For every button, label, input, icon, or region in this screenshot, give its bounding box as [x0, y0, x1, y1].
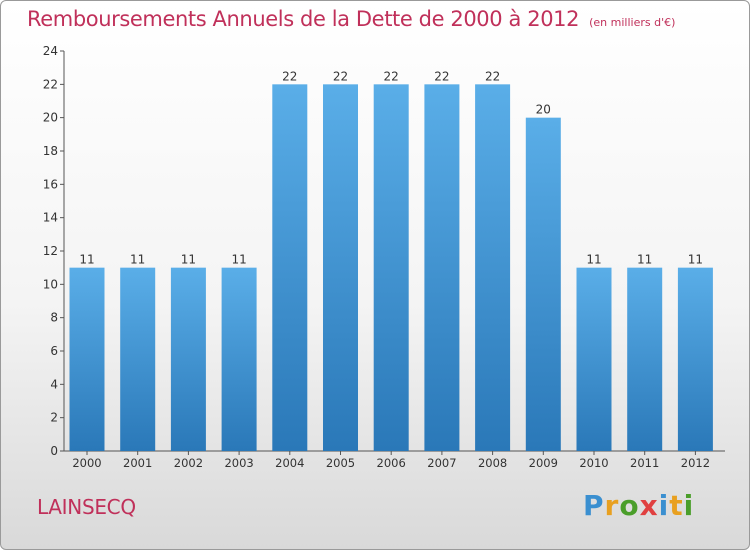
y-tick-label: 24	[43, 44, 58, 58]
bar-value-label: 11	[181, 253, 196, 267]
bar-2012	[677, 267, 713, 451]
y-tick-label: 16	[43, 177, 58, 191]
bar-2004	[272, 84, 308, 451]
bar-value-label: 11	[231, 253, 246, 267]
x-tick-label: 2009	[529, 456, 558, 470]
x-tick-label: 2000	[72, 456, 101, 470]
y-tick-label: 6	[50, 344, 58, 358]
bar-value-label: 11	[79, 253, 94, 267]
bar-2006	[373, 84, 409, 451]
bar-value-label: 22	[384, 69, 399, 83]
y-tick-label: 8	[50, 311, 58, 325]
y-tick-label: 0	[50, 444, 58, 458]
x-tick-label: 2001	[123, 456, 152, 470]
commune-name: LAINSECQ	[37, 495, 136, 519]
x-tick-label: 2011	[630, 456, 659, 470]
x-tick-label: 2010	[579, 456, 608, 470]
bar-value-label: 22	[282, 69, 297, 83]
x-tick-label: 2008	[478, 456, 507, 470]
chart-unit-note: (en milliers d'€)	[589, 16, 676, 29]
bar-2011	[627, 267, 663, 451]
bar-2002	[170, 267, 206, 451]
bar-value-label: 11	[130, 253, 145, 267]
proxiti-logo: Proxiti	[583, 489, 695, 522]
bar-value-label: 22	[333, 69, 348, 83]
x-tick-label: 2005	[326, 456, 355, 470]
y-tick-label: 2	[50, 411, 58, 425]
bar-2003	[221, 267, 257, 451]
bar-2010	[576, 267, 612, 451]
bar-2001	[120, 267, 156, 451]
x-tick-label: 2003	[224, 456, 253, 470]
chart-title: Remboursements Annuels de la Dette de 20…	[27, 7, 675, 31]
y-tick-label: 18	[43, 144, 58, 158]
y-tick-label: 20	[43, 111, 58, 125]
x-tick-label: 2012	[681, 456, 710, 470]
bar-value-label: 22	[434, 69, 449, 83]
bar-2005	[323, 84, 358, 451]
chart-title-text: Remboursements Annuels de la Dette de 20…	[27, 7, 580, 31]
x-tick-label: 2002	[174, 456, 203, 470]
bar-value-label: 20	[536, 103, 551, 117]
bar-2008	[475, 84, 511, 451]
y-tick-label: 4	[50, 377, 58, 391]
bar-2000	[69, 267, 105, 451]
bar-value-label: 11	[586, 253, 601, 267]
bar-value-label: 11	[637, 253, 652, 267]
x-tick-label: 2007	[427, 456, 456, 470]
y-tick-label: 14	[43, 211, 58, 225]
y-tick-label: 22	[43, 77, 58, 91]
x-tick-label: 2004	[275, 456, 304, 470]
y-tick-label: 12	[43, 244, 58, 258]
bar-2007	[424, 84, 460, 451]
bar-2009	[525, 117, 561, 452]
bar-value-label: 22	[485, 69, 500, 83]
y-tick-label: 10	[43, 277, 58, 291]
x-tick-label: 2006	[377, 456, 406, 470]
bar-value-label: 11	[688, 253, 703, 267]
